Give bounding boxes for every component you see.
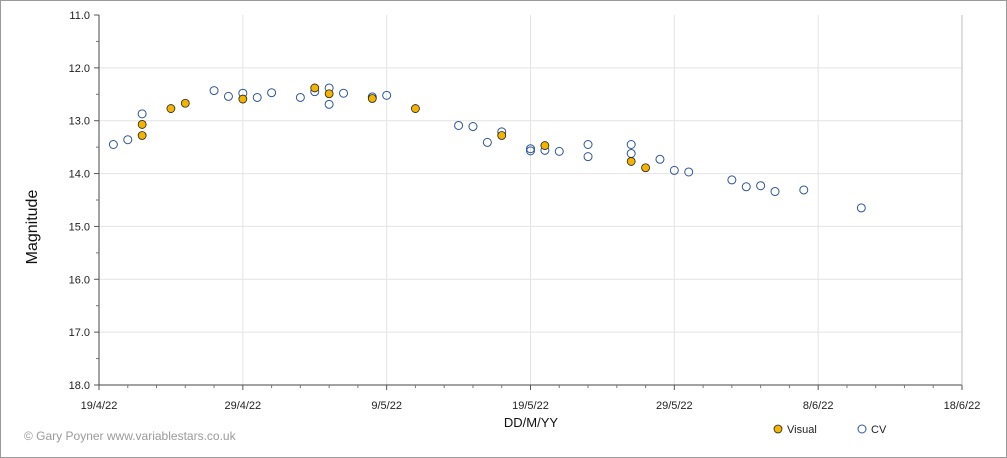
grid: [99, 15, 962, 385]
cv-point: [669, 165, 679, 175]
y-tick-labels: 11.0 12.0 13.0 14.0 15.0 16.0 17.0 18.0: [69, 10, 90, 392]
cv-point: [252, 92, 262, 102]
x-tick-label: 8/6/22: [803, 400, 834, 412]
cv-point: [526, 144, 535, 154]
y-axis-title: Magnitude: [24, 190, 41, 265]
y-tick-label: 15.0: [69, 221, 90, 233]
visual-point: [411, 104, 420, 113]
legend: Visual CV: [773, 424, 887, 436]
legend-cv-marker: [857, 424, 867, 434]
cv-point: [108, 140, 118, 149]
cv-point: [137, 109, 147, 119]
x-axis-title: DD/M/YY: [504, 415, 559, 430]
x-tick-labels: 19/4/22 29/4/22 9/5/22 19/5/22 29/5/22 8/6/22…: [81, 400, 981, 412]
cv-point: [324, 99, 334, 109]
y-tick-label: 18.0: [69, 380, 90, 392]
visual-point: [310, 83, 320, 93]
cv-point: [468, 122, 478, 132]
visual-point: [180, 98, 190, 108]
cv-point: [526, 146, 535, 156]
visual-point: [497, 131, 507, 140]
x-tick-label: 9/5/22: [371, 400, 402, 412]
legend-label: CV: [871, 424, 887, 436]
cv-point: [583, 152, 593, 162]
y-tick-label: 12.0: [69, 63, 90, 75]
data-points: [108, 83, 866, 213]
y-tick-label: 14.0: [69, 169, 90, 181]
visual-point: [324, 89, 334, 99]
x-tick-label: 19/5/22: [512, 400, 549, 412]
legend-label: Visual: [787, 424, 817, 436]
cv-point: [741, 182, 751, 192]
cv-point: [339, 88, 349, 98]
cv-point: [727, 175, 737, 185]
cv-point: [583, 140, 593, 149]
visual-point: [137, 131, 147, 140]
x-tick-label: 29/4/22: [224, 400, 261, 412]
x-tick-label: 18/6/22: [944, 400, 981, 412]
cv-point: [554, 146, 564, 156]
copyright-text: © Gary Poyner www.variablestars.co.uk: [24, 429, 236, 443]
cv-point: [454, 120, 464, 130]
cv-point: [799, 185, 809, 195]
cv-point: [626, 140, 636, 149]
cv-point: [123, 135, 133, 145]
visual-point: [641, 163, 650, 173]
cv-point: [267, 88, 277, 98]
cv-point: [223, 91, 233, 101]
y-tick-label: 17.0: [69, 327, 90, 339]
cv-point: [684, 167, 694, 177]
visual-point: [626, 157, 636, 166]
cv-point: [626, 148, 636, 158]
cv-point: [770, 187, 780, 197]
cv-point: [209, 86, 219, 96]
cv-point: [382, 90, 392, 100]
y-tick-label: 11.0: [69, 10, 90, 22]
cv-point: [856, 203, 866, 213]
visual-point: [137, 120, 147, 129]
x-tick-label: 19/4/22: [81, 400, 118, 412]
legend-visual-marker: [773, 424, 783, 434]
cv-point: [655, 154, 665, 164]
y-tick-label: 13.0: [69, 116, 90, 128]
x-tick-label: 29/5/22: [656, 400, 693, 412]
visual-point: [166, 104, 176, 113]
visual-point: [238, 94, 248, 104]
y-tick-label: 16.0: [69, 274, 90, 286]
ticks: [94, 14, 963, 390]
visual-point: [367, 94, 377, 103]
cv-point: [295, 92, 305, 102]
cv-point: [482, 137, 492, 147]
cv-point: [756, 181, 766, 191]
visual-point: [540, 141, 550, 150]
